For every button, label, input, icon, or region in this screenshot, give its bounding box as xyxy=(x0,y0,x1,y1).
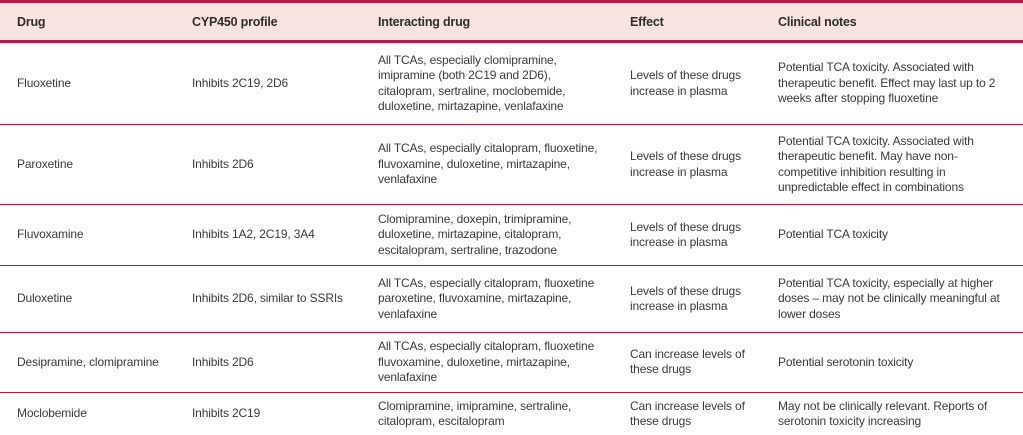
cell-effect: Levels of these drugs increase in plasma xyxy=(613,204,761,266)
cell-drug: Duloxetine xyxy=(0,265,175,333)
cell-effect: Can increase levels of these drugs xyxy=(613,392,761,435)
column-header-clinical-notes: Clinical notes xyxy=(761,0,1023,43)
table-row-fluoxetine: Fluoxetine Inhibits 2C19, 2D6 All TCAs, … xyxy=(0,41,1023,125)
column-header-interacting-drug: Interacting drug xyxy=(361,0,613,43)
table-row-paroxetine: Paroxetine Inhibits 2D6 All TCAs, especi… xyxy=(0,124,1023,205)
cell-drug: Fluvoxamine xyxy=(0,204,175,266)
cell-clinical-notes: Potential TCA toxicity, especially at hi… xyxy=(761,265,1023,333)
cell-cyp450-profile: Inhibits 1A2, 2C19, 3A4 xyxy=(175,204,361,266)
cell-effect: Levels of these drugs increase in plasma xyxy=(613,265,761,333)
cell-effect: Levels of these drugs increase in plasma xyxy=(613,124,761,205)
table-header: Drug CYP450 profile Interacting drug Eff… xyxy=(0,0,1023,43)
table-row-desipramine-clomipramine: Desipramine, clomipramine Inhibits 2D6 A… xyxy=(0,332,1023,393)
column-header-effect: Effect xyxy=(613,0,761,43)
cell-cyp450-profile: Inhibits 2C19 xyxy=(175,392,361,435)
cell-clinical-notes: Potential TCA toxicity. Associated with … xyxy=(761,124,1023,205)
table-row-duloxetine: Duloxetine Inhibits 2D6, similar to SSRI… xyxy=(0,265,1023,333)
cell-effect: Levels of these drugs increase in plasma xyxy=(613,41,761,125)
cell-drug: Fluoxetine xyxy=(0,41,175,125)
cell-drug: Moclobemide xyxy=(0,392,175,435)
cell-cyp450-profile: Inhibits 2D6, similar to SSRIs xyxy=(175,265,361,333)
cell-drug: Desipramine, clomipramine xyxy=(0,332,175,393)
column-header-cyp450-profile: CYP450 profile xyxy=(175,0,361,43)
cell-drug: Paroxetine xyxy=(0,124,175,205)
table-row-fluvoxamine: Fluvoxamine Inhibits 1A2, 2C19, 3A4 Clom… xyxy=(0,204,1023,266)
cell-interacting-drug: Clomipramine, imipramine, sertraline, ci… xyxy=(361,392,613,435)
cell-cyp450-profile: Inhibits 2C19, 2D6 xyxy=(175,41,361,125)
cell-interacting-drug: Clomipramine, doxepin, trimipramine, dul… xyxy=(361,204,613,266)
cell-effect: Can increase levels of these drugs xyxy=(613,332,761,393)
cell-interacting-drug: All TCAs, especially citalopram, fluoxet… xyxy=(361,124,613,205)
cell-cyp450-profile: Inhibits 2D6 xyxy=(175,124,361,205)
cell-cyp450-profile: Inhibits 2D6 xyxy=(175,332,361,393)
cell-clinical-notes: Potential TCA toxicity xyxy=(761,204,1023,266)
header-row: Drug CYP450 profile Interacting drug Eff… xyxy=(0,0,1023,43)
cell-interacting-drug: All TCAs, especially citalopram, fluoxet… xyxy=(361,265,613,333)
cell-clinical-notes: Potential TCA toxicity. Associated with … xyxy=(761,41,1023,125)
column-header-drug: Drug xyxy=(0,0,175,43)
table-body: Fluoxetine Inhibits 2C19, 2D6 All TCAs, … xyxy=(0,41,1023,435)
cell-clinical-notes: May not be clinically relevant. Reports … xyxy=(761,392,1023,435)
table-row-moclobemide: Moclobemide Inhibits 2C19 Clomipramine, … xyxy=(0,392,1023,435)
cell-interacting-drug: All TCAs, especially citalopram, fluoxet… xyxy=(361,332,613,393)
cell-clinical-notes: Potential serotonin toxicity xyxy=(761,332,1023,393)
cell-interacting-drug: All TCAs, especially clomipramine, imipr… xyxy=(361,41,613,125)
